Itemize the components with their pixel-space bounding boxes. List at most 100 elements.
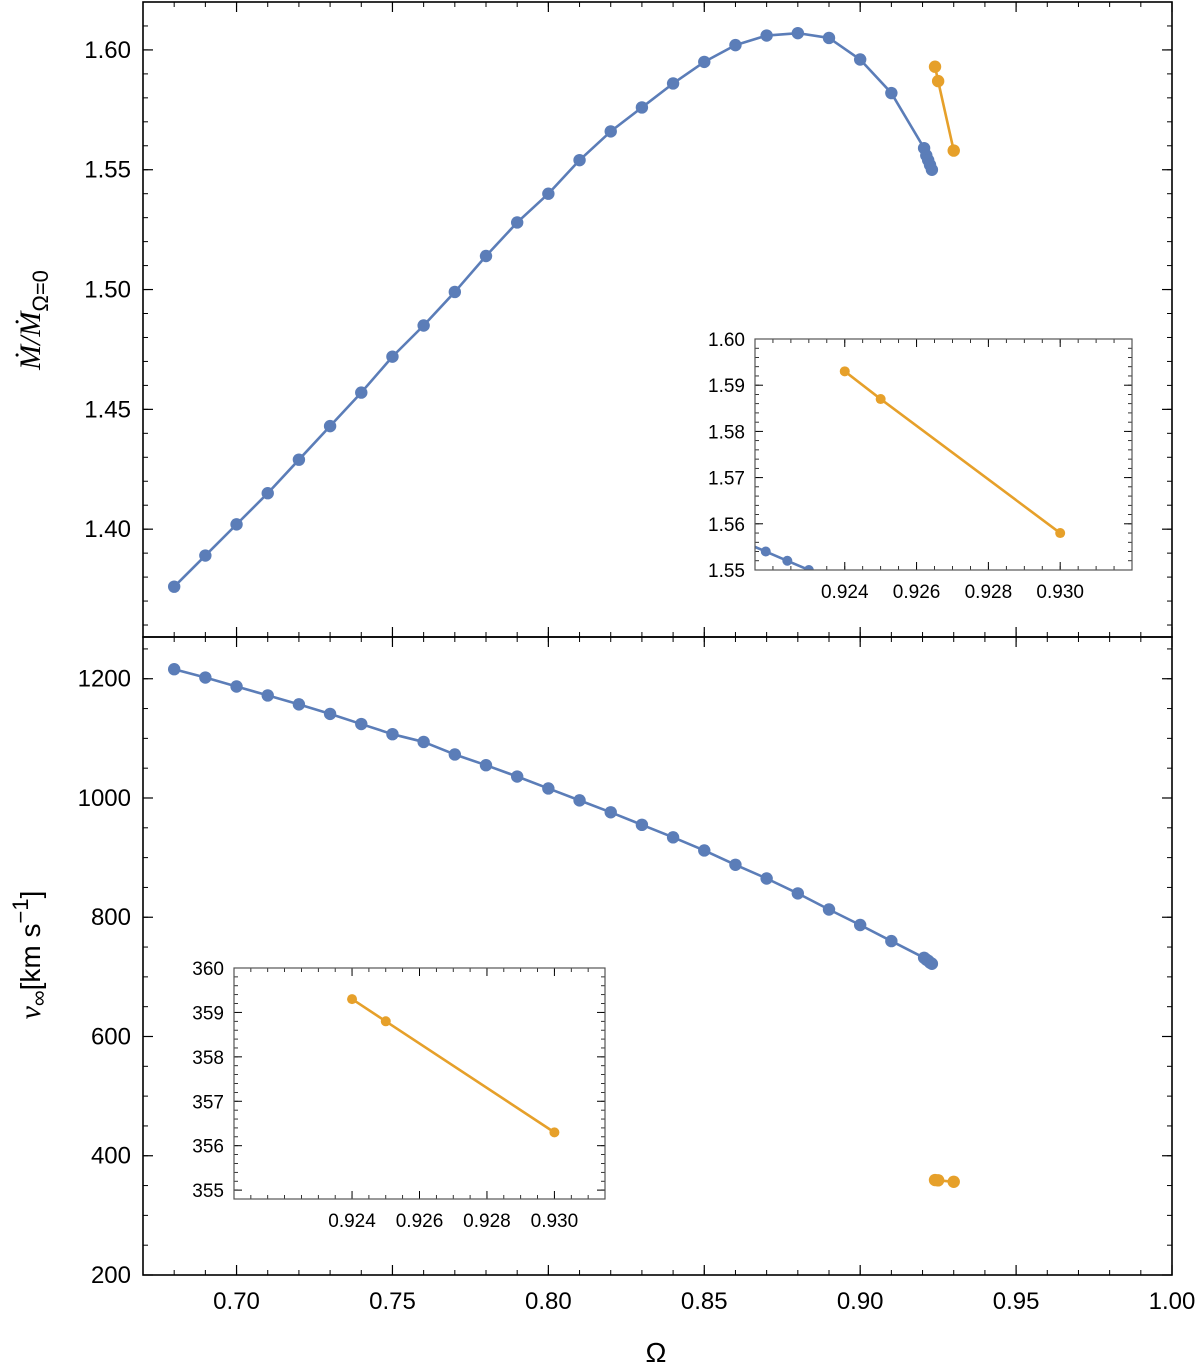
bottom-blue-point — [853, 918, 867, 932]
bottom-orange-point — [947, 1175, 960, 1189]
top-y-tick-label: 1.60 — [84, 37, 131, 64]
bottom-inset-series-group — [347, 994, 560, 1138]
bottom-y-tick-label: 1200 — [78, 666, 131, 693]
top-inset-blue-point — [803, 565, 814, 570]
top-inset-frame — [754, 338, 1133, 571]
bottom-blue-point — [791, 887, 805, 900]
bottom-ylabel-main: v — [14, 1005, 47, 1019]
top-y-axis-title: Ṁ/ṀΩ=0 — [14, 270, 53, 371]
top-orange-point — [931, 74, 945, 88]
top-blue-point — [230, 518, 243, 531]
svg-text:Ṁ/ṀΩ=0: Ṁ/ṀΩ=0 — [14, 270, 53, 371]
top-blue-point — [323, 419, 337, 433]
bottom-ylabel-close: ] — [15, 891, 46, 899]
bottom-inset-y-tick-label: 355 — [192, 1181, 224, 1202]
bottom-y-tick-label: 600 — [91, 1023, 131, 1050]
top-inset-x-tick-label: 0.926 — [893, 582, 941, 603]
top-inset-background — [755, 339, 1132, 570]
svg-text:v∞[km s−1]: v∞[km s−1] — [8, 891, 51, 1020]
top-blue-point — [729, 38, 742, 52]
top-inset: 0.924 0.926 0.928 0.930 1.55 1.56 1.57 1.58 1.59… — [708, 330, 1133, 603]
bottom-blue-point — [323, 707, 337, 721]
bottom-blue-point — [729, 858, 742, 871]
bottom-blue-point — [698, 844, 711, 857]
top-inset-y-tick-label: 1.59 — [708, 376, 745, 397]
top-y-tick-label: 1.40 — [84, 516, 131, 543]
bottom-y-tick-label: 200 — [91, 1262, 131, 1289]
top-blue-point — [479, 249, 493, 263]
top-blue-point — [885, 86, 898, 100]
bottom-blue-point — [479, 759, 493, 772]
top-inset-x-tick-label: 0.924 — [821, 582, 869, 603]
bottom-inset-y-tick-label: 357 — [192, 1092, 224, 1113]
top-orange-point — [947, 144, 960, 157]
bottom-blue-point — [925, 957, 939, 970]
x-axis-title: Ω — [646, 1337, 667, 1366]
bottom-ylabel-sub: ∞ — [26, 990, 51, 1006]
bottom-inset-orange-point — [549, 1127, 560, 1138]
bottom-y-tick-label: 1000 — [78, 785, 131, 812]
top-inset-y-tick-label: 1.56 — [708, 515, 745, 536]
top-blue-point — [510, 216, 524, 229]
bottom-inset-y-tick-label: 356 — [192, 1137, 224, 1158]
bottom-x-tick-label: 0.80 — [525, 1288, 572, 1315]
bottom-blue-point — [885, 934, 898, 948]
top-inset-blue-point — [782, 555, 793, 566]
top-blue-point — [292, 453, 306, 466]
top-blue-point — [853, 53, 867, 66]
bottom-inset-x-tick-label: 0.924 — [328, 1211, 376, 1232]
top-panel: 1.40 1.45 1.50 1.55 1.60 — [84, 1, 1173, 638]
top-inset-y-tick-label: 1.57 — [708, 469, 745, 490]
bottom-blue-point — [448, 748, 462, 761]
top-blue-point — [698, 55, 711, 69]
top-blue-point — [666, 77, 680, 90]
bottom-blue-point — [510, 770, 524, 783]
bottom-blue-point — [822, 903, 836, 916]
top-inset-blue-point — [760, 546, 771, 557]
bottom-inset-y-tick-label: 360 — [192, 959, 224, 980]
bottom-blue-point — [230, 680, 243, 693]
bottom-blue-point — [542, 782, 555, 795]
bottom-blue-point — [355, 717, 368, 731]
top-blue-point — [355, 386, 368, 399]
bottom-inset-y-tick-label: 359 — [192, 1003, 224, 1024]
bottom-inset-frame — [233, 967, 606, 1200]
top-blue-point — [542, 187, 555, 200]
bottom-blue-point — [386, 727, 399, 741]
bottom-blue-point — [199, 671, 212, 684]
top-inset-y-tick-label: 1.60 — [708, 330, 745, 351]
bottom-x-tick-label: 0.90 — [837, 1288, 884, 1315]
top-inset-blue-line — [755, 545, 810, 570]
bottom-y-tick-label: 800 — [91, 904, 131, 931]
bottom-inset-background — [234, 968, 605, 1199]
bottom-blue-point — [261, 689, 274, 702]
bottom-blue-point — [604, 806, 617, 819]
bottom-inset-y-tick-label: 358 — [192, 1048, 224, 1069]
top-inset-orange-point — [839, 366, 850, 377]
bottom-y-axis-title: v∞[km s−1] — [8, 891, 51, 1020]
top-blue-point — [386, 350, 399, 363]
top-blue-point — [167, 580, 181, 593]
top-inset-y-tick-label: 1.55 — [708, 561, 745, 582]
bottom-inset-x-tick-label: 0.930 — [531, 1211, 579, 1232]
bottom-y-tick-label: 400 — [91, 1143, 131, 1170]
top-orange-point — [928, 60, 942, 73]
top-inset-orange-point — [875, 394, 886, 405]
bottom-x-tick-label: 1.00 — [1149, 1288, 1196, 1315]
top-y-tick-label: 1.45 — [84, 396, 131, 423]
top-blue-point — [604, 125, 617, 138]
bottom-x-tick-label: 0.95 — [993, 1288, 1040, 1315]
bottom-blue-point — [760, 872, 773, 885]
top-y-tick-label: 1.55 — [84, 157, 131, 184]
bottom-orange-point — [931, 1174, 945, 1187]
top-blue-point — [199, 549, 212, 562]
top-ylabel-main: Ṁ/Ṁ — [14, 310, 47, 371]
top-blue-point — [760, 29, 773, 42]
bottom-blue-point — [167, 663, 181, 676]
bottom-blue-point — [292, 698, 306, 711]
bottom-x-tick-label: 0.75 — [369, 1288, 416, 1315]
bottom-inset-orange-point — [380, 1016, 391, 1027]
top-blue-point — [822, 31, 836, 45]
top-inset-x-tick-label: 0.928 — [965, 582, 1013, 603]
